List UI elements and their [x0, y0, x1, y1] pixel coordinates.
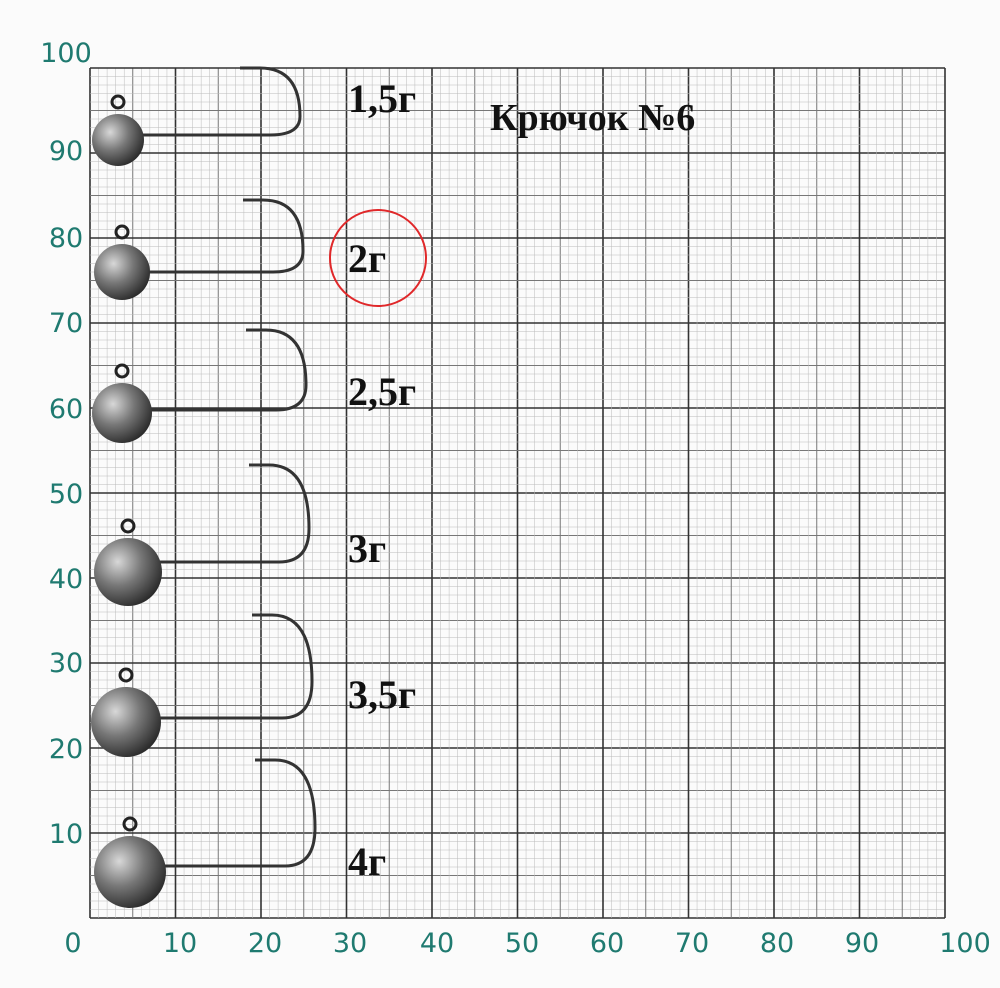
hook — [162, 758, 317, 868]
title: Крючок №6 — [490, 97, 695, 139]
eye — [118, 667, 134, 683]
weight-label: 1,5г — [348, 76, 416, 121]
y-axis-label: 50 — [49, 479, 83, 510]
x-axis-label: 30 — [333, 928, 367, 959]
eye — [120, 518, 136, 534]
lead-head — [94, 538, 162, 606]
eye — [122, 816, 138, 832]
y-axis-label: 80 — [49, 223, 83, 254]
weight-label: 4г — [348, 839, 386, 884]
hook — [157, 613, 314, 720]
x-axis-label: 50 — [505, 928, 539, 959]
y-axis-label: 30 — [49, 648, 83, 679]
eye — [114, 363, 130, 379]
weight-label: 2,5г — [348, 369, 416, 414]
x-axis-label: 10 — [163, 928, 197, 959]
x-axis-label: 100 — [939, 928, 991, 959]
weight-label: 2г — [348, 236, 386, 281]
eye — [110, 94, 126, 110]
highlight-circle — [329, 209, 427, 307]
hook — [158, 463, 311, 564]
x-axis-label: 70 — [675, 928, 709, 959]
y-axis-label: 90 — [49, 136, 83, 167]
x-axis-label: 0 — [64, 928, 81, 959]
x-axis-label: 20 — [248, 928, 282, 959]
x-axis-label: 60 — [590, 928, 624, 959]
y-axis-label: 20 — [49, 734, 83, 765]
hook — [140, 66, 302, 137]
lead-head — [92, 114, 144, 166]
weight-label: 3г — [348, 526, 386, 571]
x-axis-label: 40 — [420, 928, 454, 959]
x-axis-label: 80 — [760, 928, 794, 959]
lead-head — [91, 687, 161, 757]
x-axis-label: 90 — [845, 928, 879, 959]
lead-head — [94, 244, 150, 300]
eye — [114, 224, 130, 240]
y-axis-label: 10 — [49, 819, 83, 850]
y-axis-label: 70 — [49, 308, 83, 339]
y-axis-label: 100 — [40, 38, 92, 69]
lead-head — [94, 836, 166, 908]
lead-head — [92, 383, 152, 443]
hook — [146, 198, 305, 274]
jig-heads — [91, 66, 317, 908]
grid — [89, 67, 946, 919]
hook — [148, 328, 308, 412]
labels: 0 10 20 30 40 50 60 70 80 90 100 10 20 30 40 50 60 70 80 90… — [40, 38, 991, 959]
y-axis-label: 40 — [49, 564, 83, 595]
weight-label: 3,5г — [348, 672, 416, 717]
y-axis-label: 60 — [49, 394, 83, 425]
